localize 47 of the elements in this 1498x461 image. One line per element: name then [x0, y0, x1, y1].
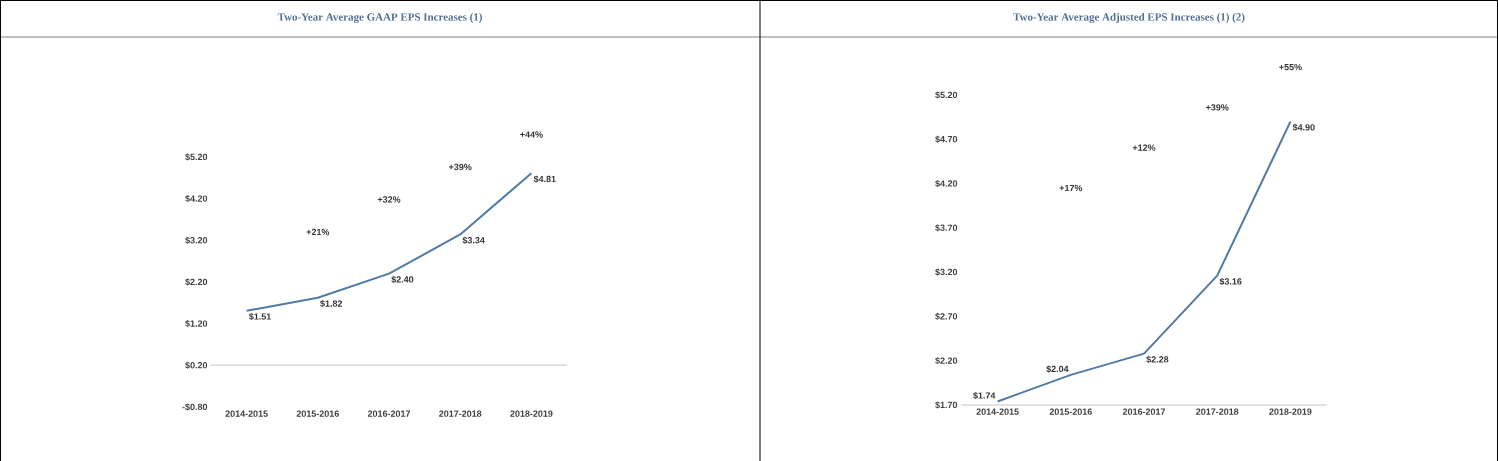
line-series [245, 172, 533, 312]
text: +55% [1279, 63, 1302, 71]
data-label: $1.82 [320, 300, 343, 308]
chart-title: Two-Year Average GAAP EPS Increases (1) [277, 12, 482, 23]
y-tick-label: $4.70 [935, 135, 958, 143]
x-tick-label: 2018-2019 [510, 410, 553, 417]
y-tick-label: $4.20 [185, 194, 208, 203]
x-tick-label: 2018-2019 [1269, 408, 1312, 415]
data-label: $3.34 [462, 236, 485, 245]
chart-title: Two-Year Average Adjusted EPS Increases (1) (2) [1013, 12, 1245, 23]
annotation: +39% [1206, 104, 1229, 111]
y-tick-label: $2.20 [935, 357, 958, 365]
x-tick-label: 2014-2015 [976, 408, 1019, 415]
annotation: +21% [306, 228, 330, 236]
y-tick-label: $5.20 [935, 91, 958, 99]
data-label: $2.40 [391, 275, 414, 284]
y-tick-label: $5.20 [185, 153, 208, 161]
x-tick-label: 2016-2017 [367, 410, 411, 417]
line-series [996, 120, 1292, 403]
y-tick-label: $4.20 [935, 179, 958, 188]
data-label: $4.90 [1292, 123, 1315, 132]
data-label: $1.74 [973, 391, 996, 400]
y-tick-label: -$0.80 [182, 403, 208, 411]
annotation: +39% [449, 163, 472, 171]
x-tick-label: 2014-2015 [225, 410, 268, 417]
y-tick-label: $1.20 [185, 319, 208, 328]
y-tick-label: $1.70 [935, 401, 958, 409]
x-tick-label: 2015-2016 [1049, 408, 1092, 415]
text: +44% [520, 131, 543, 138]
annotation: +32% [377, 196, 401, 203]
x-tick-label: 2017-2018 [439, 410, 482, 417]
y-tick-label: $2.70 [935, 312, 958, 321]
data-label: $1.51 [248, 312, 271, 321]
data-label: $4.81 [533, 175, 556, 183]
y-tick-label: $2.20 [185, 278, 208, 286]
annotation: +12% [1132, 144, 1156, 151]
data-label: $2.04 [1046, 365, 1069, 373]
y-tick-label: $0.20 [185, 361, 208, 369]
data-label: $2.28 [1146, 355, 1169, 364]
y-tick-label: $3.20 [185, 236, 208, 244]
annotation: +17% [1059, 184, 1083, 192]
x-tick-label: 2015-2016 [296, 410, 339, 417]
x-tick-label: 2017-2018 [1196, 408, 1239, 415]
x-tick-label: 2016-2017 [1122, 408, 1166, 415]
y-tick-label: $3.70 [935, 224, 958, 232]
data-label: $3.16 [1219, 277, 1242, 286]
y-tick-label: $3.20 [935, 268, 958, 276]
